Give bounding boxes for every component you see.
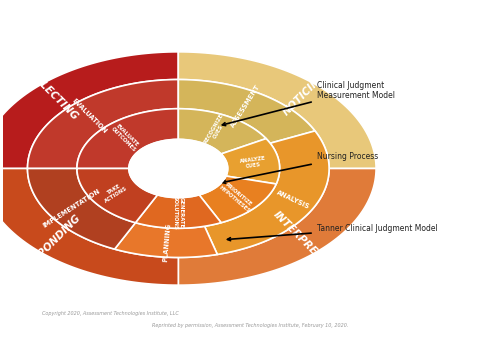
Text: NOTICING: NOTICING xyxy=(282,70,329,118)
Polygon shape xyxy=(178,80,315,143)
Polygon shape xyxy=(28,80,178,168)
Text: IMPLEMENTATION: IMPLEMENTATION xyxy=(42,188,102,229)
Text: RECOGNIZE
CUES: RECOGNIZE CUES xyxy=(203,113,229,148)
Text: GENERATE
SOLUTIONS: GENERATE SOLUTIONS xyxy=(173,196,184,230)
Text: INTERPRETING: INTERPRETING xyxy=(271,210,339,277)
Text: ANALYSIS: ANALYSIS xyxy=(275,190,310,210)
Text: Reprinted by permission, Assessment Technologies Institute, February 10, 2020.: Reprinted by permission, Assessment Tech… xyxy=(152,323,348,328)
Polygon shape xyxy=(199,176,276,223)
Polygon shape xyxy=(114,223,218,257)
Text: Nursing Process: Nursing Process xyxy=(222,152,378,183)
Text: ANALYZE
CUES: ANALYZE CUES xyxy=(240,156,267,170)
Polygon shape xyxy=(178,109,266,154)
Polygon shape xyxy=(136,195,221,228)
Text: Copyright 2020, Assessment Technologies Institute, LLC: Copyright 2020, Assessment Technologies … xyxy=(42,311,179,316)
Polygon shape xyxy=(0,168,178,285)
Polygon shape xyxy=(204,131,329,254)
Text: ASSESSMENT: ASSESSMENT xyxy=(230,83,262,128)
Text: PLANNING: PLANNING xyxy=(162,223,172,262)
Polygon shape xyxy=(221,139,280,184)
Text: EVALUATION: EVALUATION xyxy=(70,97,108,134)
Text: Tanner Clinical Judgment Model: Tanner Clinical Judgment Model xyxy=(228,224,438,241)
Text: TAKE
ACTIONS: TAKE ACTIONS xyxy=(101,181,128,204)
Polygon shape xyxy=(178,168,376,285)
Polygon shape xyxy=(77,109,178,168)
Text: PRIORITIZE
HYPOTHESES: PRIORITIZE HYPOTHESES xyxy=(218,180,254,214)
Polygon shape xyxy=(77,168,158,223)
Polygon shape xyxy=(178,52,376,168)
Text: Clinical Judgment
Measurement Model: Clinical Judgment Measurement Model xyxy=(222,81,395,126)
Text: REFLECTING: REFLECTING xyxy=(22,65,80,123)
Text: RESPONDING: RESPONDING xyxy=(20,212,82,274)
Polygon shape xyxy=(28,168,136,249)
Text: EVALUATE
OUTCOMES: EVALUATE OUTCOMES xyxy=(110,122,140,152)
Polygon shape xyxy=(0,52,178,168)
Ellipse shape xyxy=(129,139,228,198)
